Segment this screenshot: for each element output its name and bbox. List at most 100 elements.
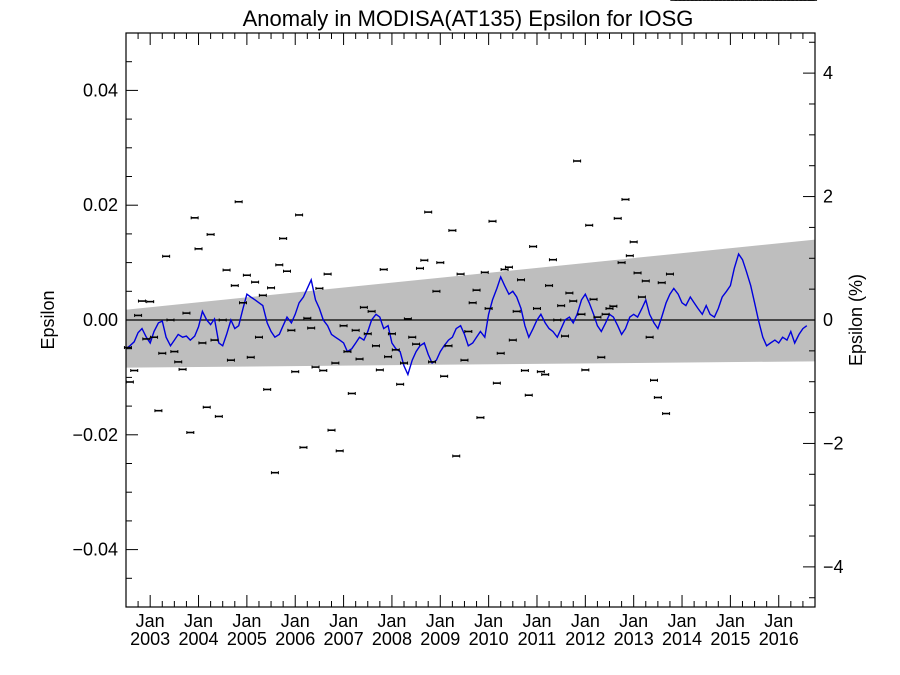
data-point — [400, 361, 409, 365]
data-point — [142, 337, 151, 341]
data-point — [504, 265, 513, 269]
data-point — [573, 159, 582, 163]
data-point — [424, 210, 433, 214]
x-tick-month: Jan — [474, 611, 503, 631]
uncertainty-band — [126, 239, 815, 368]
data-point — [524, 393, 533, 397]
data-point — [307, 326, 316, 330]
data-point — [283, 269, 292, 273]
data-point — [170, 350, 179, 354]
data-point — [653, 395, 662, 399]
data-point — [291, 370, 300, 374]
x-tick-month: Jan — [619, 611, 648, 631]
data-point — [311, 365, 320, 369]
data-point — [476, 416, 485, 420]
x-tick-year: 2013 — [614, 629, 654, 649]
data-point — [609, 304, 618, 308]
data-point — [420, 258, 429, 262]
data-point — [633, 271, 642, 275]
x-tick-month: Jan — [522, 611, 551, 631]
data-point — [182, 311, 191, 315]
data-point — [662, 412, 671, 416]
data-point — [565, 291, 574, 295]
data-point — [267, 286, 276, 290]
data-point — [295, 213, 304, 217]
data-point — [226, 358, 235, 362]
data-point — [242, 273, 251, 277]
data-point — [488, 219, 497, 223]
data-point — [508, 338, 517, 342]
data-point — [649, 378, 658, 382]
data-point — [355, 357, 364, 361]
data-point — [319, 369, 328, 373]
data-point — [520, 369, 529, 373]
data-point — [577, 312, 586, 316]
x-tick-year: 2006 — [275, 629, 315, 649]
data-point — [536, 370, 545, 374]
data-point — [359, 305, 368, 309]
data-point — [335, 449, 344, 453]
x-tick-year: 2007 — [324, 629, 364, 649]
data-point — [379, 267, 388, 271]
data-point — [548, 258, 557, 262]
data-point — [363, 332, 372, 336]
data-point — [190, 216, 199, 220]
x-tick-month: Jan — [668, 611, 697, 631]
x-tick-month: Jan — [281, 611, 310, 631]
data-point — [375, 368, 384, 372]
y2-tick-label: −4 — [823, 557, 844, 577]
data-point — [299, 445, 308, 449]
data-point — [214, 414, 223, 418]
data-point — [254, 335, 263, 339]
data-point — [327, 428, 336, 432]
data-point — [512, 309, 521, 313]
data-point — [625, 254, 634, 258]
data-point — [391, 348, 400, 352]
data-point — [194, 247, 203, 251]
data-point — [146, 300, 155, 304]
data-point — [210, 338, 219, 342]
data-point — [492, 381, 501, 385]
data-point — [452, 454, 461, 458]
data-point — [371, 344, 380, 348]
x-tick-year: 2014 — [662, 629, 702, 649]
x-tick-month: Jan — [329, 611, 358, 631]
data-point — [384, 355, 393, 359]
data-point — [387, 332, 396, 336]
data-point — [246, 355, 255, 359]
y2-tick-label: 2 — [823, 187, 833, 207]
x-tick-month: Jan — [764, 611, 793, 631]
data-point — [331, 361, 340, 365]
data-point — [621, 197, 630, 201]
data-point — [553, 318, 562, 322]
data-point — [150, 335, 159, 339]
data-point — [408, 335, 417, 339]
data-point — [234, 200, 243, 204]
data-point — [339, 324, 348, 328]
anomaly-line — [125, 252, 808, 377]
x-tick-year: 2005 — [227, 629, 267, 649]
data-point — [174, 360, 183, 364]
data-point — [440, 374, 449, 378]
data-point — [275, 263, 284, 267]
data-point — [641, 279, 650, 283]
data-point — [613, 216, 622, 220]
data-point — [202, 405, 211, 409]
data-point — [178, 367, 187, 371]
y2-tick-label: 0 — [823, 310, 833, 330]
data-point — [444, 344, 453, 348]
y-tick-label: 0.04 — [83, 80, 118, 100]
data-point — [545, 284, 554, 288]
x-tick-year: 2012 — [565, 629, 605, 649]
y-tick-label: −0.04 — [72, 540, 118, 560]
data-point — [472, 288, 481, 292]
y2-axis-title: Epsilon (%) — [846, 274, 866, 366]
data-point — [222, 268, 231, 272]
y-axis-title: Epsilon — [38, 290, 58, 349]
data-point — [251, 280, 260, 284]
data-point — [130, 369, 139, 373]
data-point — [137, 299, 146, 303]
data-point — [432, 289, 441, 293]
data-point — [541, 373, 550, 377]
chart-title: Anomaly in MODISA(AT135) Epsilon for IOS… — [243, 6, 694, 31]
